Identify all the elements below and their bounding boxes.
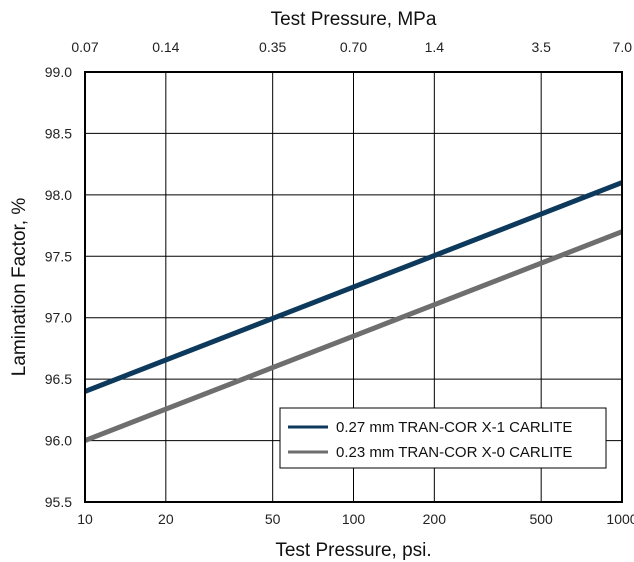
y-tick-label-5: 98.0 bbox=[45, 187, 72, 203]
x2-tick-label-0: 0.07 bbox=[71, 39, 98, 55]
legend-label-series-1: 0.27 mm TRAN-COR X-1 CARLITE bbox=[336, 419, 572, 436]
x2-tick-label-3: 0.70 bbox=[340, 39, 367, 55]
x-tick-label-4: 200 bbox=[423, 511, 447, 527]
x-tick-label-0: 10 bbox=[77, 511, 93, 527]
legend: 0.27 mm TRAN-COR X-1 CARLITE 0.23 mm TRA… bbox=[279, 407, 607, 469]
x-axis-title: Test Pressure, psi. bbox=[275, 540, 431, 561]
x2-tick-label-6: 7.0 bbox=[613, 39, 633, 55]
legend-box bbox=[279, 407, 607, 469]
y-tick-label-0: 95.5 bbox=[45, 494, 72, 510]
y-axis-title: Lamination Factor, % bbox=[9, 198, 30, 377]
y-tick-label-4: 97.5 bbox=[45, 248, 72, 264]
x-tick-label-6: 1000 bbox=[606, 511, 634, 527]
series-lines bbox=[84, 180, 623, 443]
series-line-1 bbox=[84, 180, 623, 394]
y-tick-label-6: 98.5 bbox=[45, 125, 72, 141]
series-line-2 bbox=[84, 229, 623, 443]
y-tick-label-1: 96.0 bbox=[45, 433, 72, 449]
y-tick-label-2: 96.5 bbox=[45, 371, 72, 387]
grid-lines bbox=[84, 71, 623, 503]
y-tick-label-7: 99.0 bbox=[45, 64, 72, 80]
x2-tick-label-2: 0.35 bbox=[259, 39, 286, 55]
x2-tick-label-5: 3.5 bbox=[531, 39, 551, 55]
x2-tick-label-4: 1.4 bbox=[425, 39, 445, 55]
y-tick-label-3: 97.0 bbox=[45, 310, 72, 326]
legend-label-series-2: 0.23 mm TRAN-COR X-0 CARLITE bbox=[336, 444, 572, 461]
plot-frame bbox=[84, 71, 623, 503]
x2-tick-labels: 0.07 0.14 0.35 0.70 1.4 3.5 7.0 bbox=[71, 39, 632, 55]
x2-tick-label-1: 0.14 bbox=[152, 39, 179, 55]
x-tick-label-2: 50 bbox=[265, 511, 281, 527]
x2-axis-title: Test Pressure, MPa bbox=[271, 9, 437, 30]
x-tick-label-3: 100 bbox=[342, 511, 366, 527]
x-tick-label-1: 20 bbox=[158, 511, 174, 527]
y-tick-labels: 95.5 96.0 96.5 97.0 97.5 98.0 98.5 99.0 bbox=[45, 64, 72, 510]
x-tick-label-5: 500 bbox=[529, 511, 553, 527]
x-tick-labels: 10 20 50 100 200 500 1000 bbox=[77, 511, 634, 527]
